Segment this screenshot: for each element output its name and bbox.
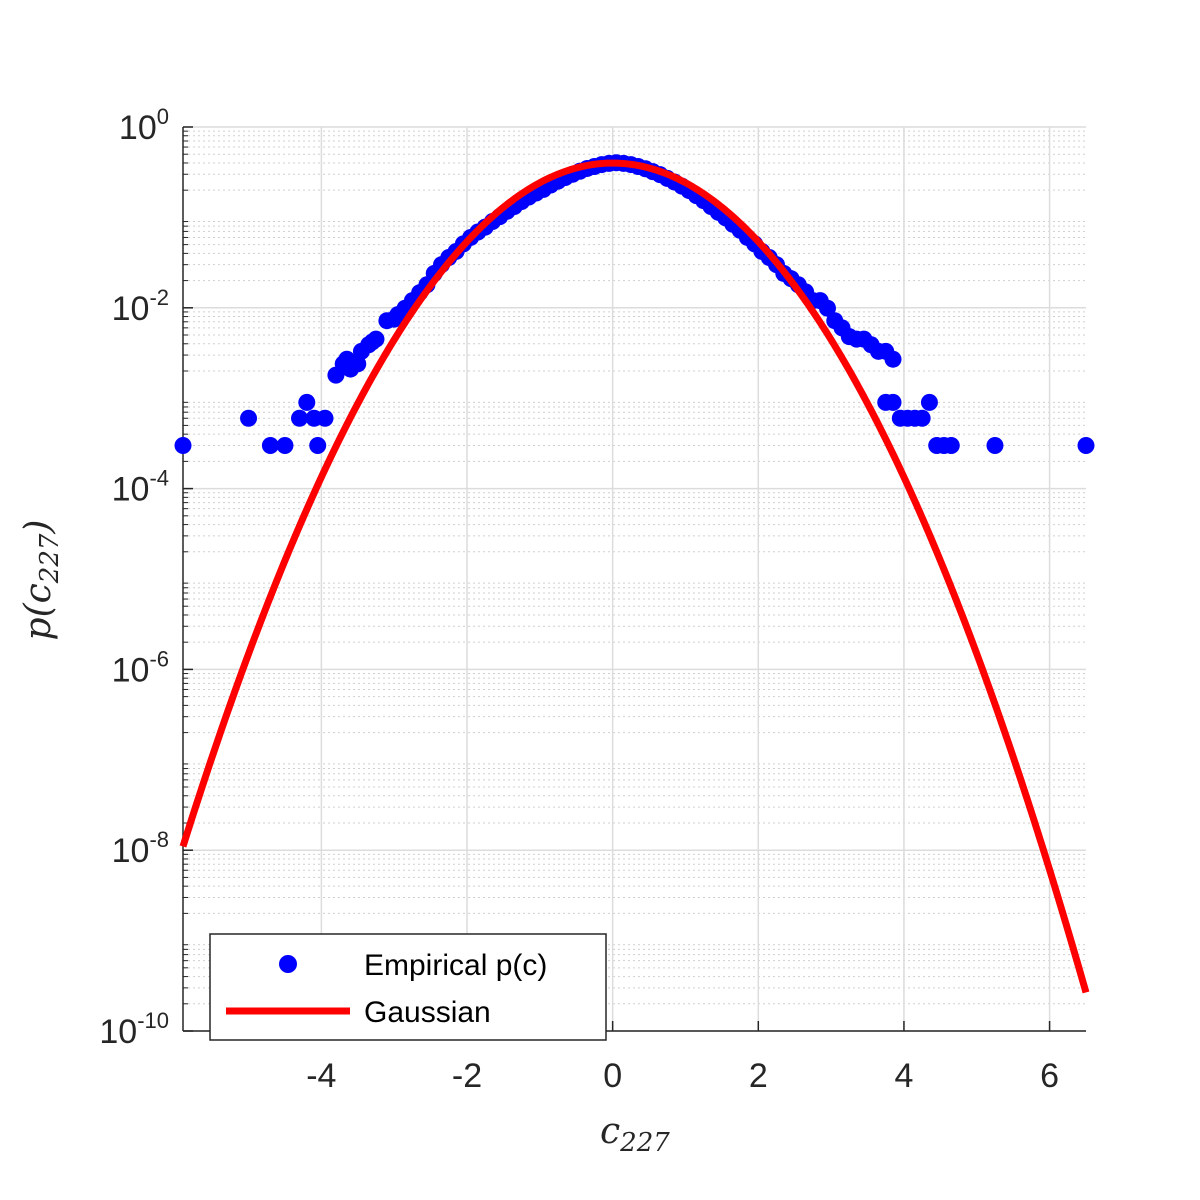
plot-area	[174, 154, 1095, 994]
empirical-point	[291, 409, 309, 427]
x-tick-label: 2	[749, 1057, 768, 1095]
empirical-point	[818, 299, 836, 317]
svg-text:p(c227): p(c227)	[18, 520, 65, 641]
x-tick-label: 6	[1040, 1057, 1059, 1095]
legend-box	[209, 933, 607, 1041]
empirical-point	[884, 350, 902, 368]
empirical-point	[920, 393, 938, 411]
svg-text:c227: c227	[600, 1111, 670, 1158]
empirical-point	[261, 436, 279, 454]
y-tick-label: 10-4	[112, 466, 169, 509]
y-tick-label: 10-6	[112, 646, 169, 689]
empirical-point	[942, 436, 960, 454]
legend-label-gaussian: Gaussian	[364, 996, 491, 1029]
legend-marker-empirical	[279, 955, 297, 973]
y-tick-label: 10-10	[99, 1008, 169, 1051]
x-axis-ticks: -4 -2 0 2 4 6	[306, 1021, 1059, 1095]
y-axis-ticks: 100 10-2 10-4 10-6 10-8 10-10	[99, 104, 193, 1051]
empirical-point	[240, 409, 258, 427]
empirical-point	[276, 436, 294, 454]
empirical-point	[316, 409, 334, 427]
empirical-point	[367, 330, 385, 348]
empirical-point	[913, 409, 931, 427]
y-tick-label: 100	[119, 104, 169, 147]
legend: Empirical p(c) Gaussian	[209, 933, 607, 1041]
empirical-point	[884, 393, 902, 411]
gaussian-curve	[179, 159, 1090, 994]
empirical-point	[174, 436, 192, 454]
empirical-point	[309, 436, 327, 454]
x-tick-label: 4	[894, 1057, 913, 1095]
x-tick-label: -4	[306, 1057, 336, 1095]
empirical-point	[986, 436, 1004, 454]
y-tick-label: 10-2	[112, 285, 169, 328]
legend-label-empirical: Empirical p(c)	[364, 949, 547, 982]
x-tick-label: 0	[603, 1057, 622, 1095]
empirical-series	[174, 154, 1095, 454]
x-tick-label: -2	[452, 1057, 482, 1095]
empirical-point	[298, 393, 316, 411]
empirical-point	[1077, 436, 1095, 454]
x-axis-label: c227	[600, 1111, 670, 1158]
minor-grid	[183, 130, 1086, 1005]
y-axis-label: p(c227)	[18, 520, 65, 641]
y-tick-label: 10-8	[112, 827, 169, 870]
